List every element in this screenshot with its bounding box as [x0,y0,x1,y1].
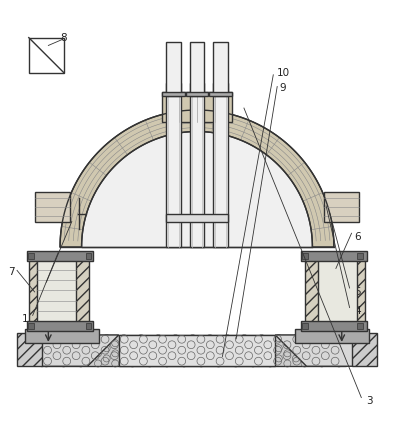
Bar [85,323,91,329]
Text: 6: 6 [354,232,361,242]
Bar [305,253,365,335]
Bar [302,323,308,329]
Bar [209,92,232,96]
Bar [357,253,363,259]
Text: 5: 5 [354,287,361,297]
Bar [166,42,181,96]
Bar [301,251,367,260]
Bar [162,93,232,122]
Bar [25,329,99,343]
Text: 8: 8 [61,33,67,43]
Bar [186,92,208,96]
Bar [166,82,181,247]
Bar [324,192,359,222]
Bar [301,321,367,331]
Text: 2: 2 [37,283,44,293]
Bar [29,253,89,335]
Polygon shape [41,335,119,366]
Bar [85,253,91,259]
Bar [357,323,363,329]
Bar [162,92,185,96]
Bar [295,329,369,343]
Text: 7: 7 [8,268,15,277]
Bar [28,323,34,329]
Bar [27,251,93,260]
Text: 3: 3 [366,396,372,407]
Bar [27,321,93,331]
Bar [37,256,76,331]
Bar [35,192,70,222]
Bar [41,335,346,366]
Bar [166,214,228,222]
Text: 1: 1 [22,314,28,324]
Bar [302,253,308,259]
Text: 10: 10 [277,68,290,78]
Bar [213,42,228,96]
Bar [351,333,377,366]
Polygon shape [82,132,312,247]
Polygon shape [60,110,334,247]
Bar [17,333,43,366]
Bar [213,82,228,247]
Bar [318,256,357,331]
Polygon shape [275,335,353,366]
Bar [119,335,275,366]
Text: 4: 4 [354,307,361,316]
Bar [28,253,34,259]
Text: 9: 9 [280,83,286,93]
Bar [190,82,204,247]
Bar [190,42,204,96]
Bar [29,38,64,73]
